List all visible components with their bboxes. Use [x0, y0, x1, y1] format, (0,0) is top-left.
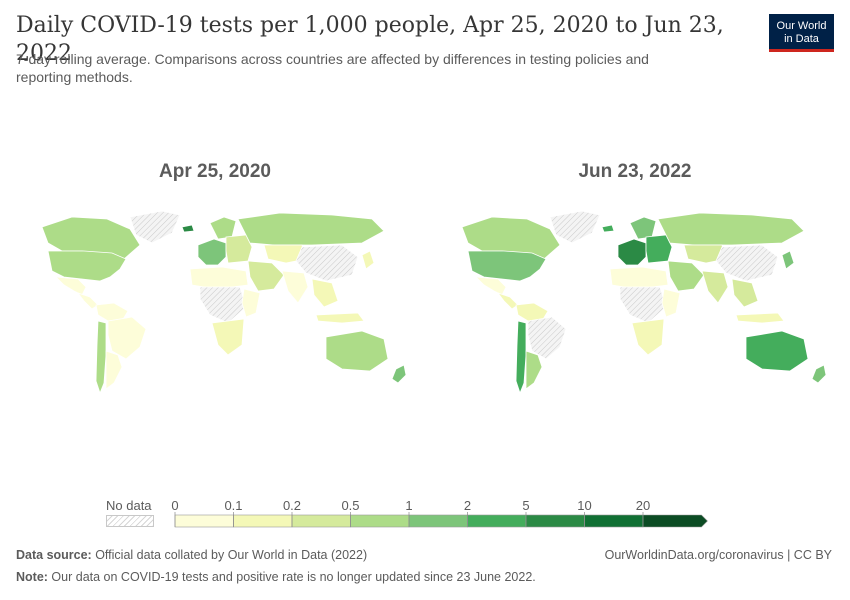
chart-title: Daily COVID-19 tests per 1,000 people, A… [16, 13, 724, 66]
world-map-apr-2020[interactable] [12, 205, 422, 405]
legend-bin-0-0.1 [174, 514, 234, 528]
legend-tick-label: 0 [171, 498, 178, 513]
map-left-title: Apr 25, 2020 [159, 161, 271, 182]
legend-bin-2-5 [467, 514, 527, 528]
legend-bin-1-2 [408, 514, 468, 528]
region-greenland[interactable] [549, 210, 601, 244]
footer-source-text: Official data collated by Our World in D… [91, 548, 368, 562]
region-southeast-asia[interactable] [731, 278, 759, 308]
region-india[interactable] [281, 270, 309, 304]
region-russia[interactable] [237, 212, 385, 246]
footer-source: Data source: Official data collated by O… [16, 548, 367, 562]
region-china[interactable] [715, 244, 779, 282]
legend-tick-label: 5 [522, 498, 529, 513]
region-new-zealand[interactable] [811, 364, 827, 384]
color-legend: 0 0.1 0.2 0.5 1 2 5 10 20 [171, 498, 708, 528]
region-scandinavia[interactable] [629, 216, 657, 240]
world-map-jun-2022[interactable] [432, 205, 842, 405]
logo-line-2: in Data [784, 33, 819, 45]
region-central-africa[interactable] [619, 286, 667, 324]
region-australia[interactable] [745, 330, 809, 372]
region-middle-east[interactable] [667, 260, 705, 292]
region-indonesia[interactable] [735, 312, 785, 324]
legend-tick-label: 2 [464, 498, 471, 513]
legend-tick-label: 0.1 [224, 498, 242, 513]
region-iceland[interactable] [601, 224, 615, 233]
logo-line-1: Our World [776, 20, 827, 32]
region-india[interactable] [701, 270, 729, 304]
region-brazil[interactable] [527, 316, 567, 360]
region-iceland[interactable] [181, 224, 195, 233]
legend-tick-label: 0.5 [341, 498, 359, 513]
region-east-africa[interactable] [661, 288, 681, 318]
region-usa[interactable] [467, 250, 547, 282]
region-europe-west[interactable] [197, 238, 227, 266]
owid-logo[interactable]: Our World in Data [769, 14, 834, 52]
footer-url-link[interactable]: OurWorldinData.org/coronavirus | CC BY [604, 548, 832, 562]
region-north-africa[interactable] [609, 266, 669, 290]
region-mexico[interactable] [54, 276, 87, 296]
legend-bin-0.1-0.2 [233, 514, 293, 528]
legend-tick-label: 0.2 [283, 498, 301, 513]
region-new-zealand[interactable] [391, 364, 407, 384]
region-brazil[interactable] [107, 316, 147, 360]
legend-bin-10-20 [584, 514, 644, 528]
region-central-africa[interactable] [199, 286, 247, 324]
footer-note-label: Note: [16, 570, 48, 584]
region-north-africa[interactable] [189, 266, 249, 290]
region-argentina[interactable] [525, 350, 543, 390]
region-middle-east[interactable] [247, 260, 285, 292]
legend-bin-0.5-1 [350, 514, 410, 528]
legend-no-data-label: No data [106, 498, 152, 513]
region-japan[interactable] [781, 250, 795, 270]
region-argentina[interactable] [105, 350, 123, 390]
legend-bin-20plus [642, 514, 708, 528]
footer-note: Note: Our data on COVID-19 tests and pos… [16, 570, 536, 584]
region-japan[interactable] [361, 250, 375, 270]
region-east-africa[interactable] [241, 288, 261, 318]
region-usa[interactable] [47, 250, 127, 282]
legend-no-data-swatch [106, 515, 154, 527]
region-central-america[interactable] [496, 292, 519, 310]
legend-bin-5-10 [525, 514, 585, 528]
region-chile[interactable] [95, 320, 107, 395]
legend-tick-label: 20 [636, 498, 650, 513]
region-chile[interactable] [515, 320, 527, 395]
region-mexico[interactable] [474, 276, 507, 296]
region-greenland[interactable] [129, 210, 181, 244]
region-russia[interactable] [657, 212, 805, 246]
region-southern-africa[interactable] [211, 318, 245, 356]
region-china[interactable] [295, 244, 359, 282]
footer-source-label: Data source: [16, 548, 92, 562]
region-europe-west[interactable] [617, 238, 647, 266]
region-southern-africa[interactable] [631, 318, 665, 356]
region-central-america[interactable] [76, 292, 99, 310]
chart-subtitle: 7-day rolling average. Comparisons acros… [16, 51, 649, 85]
region-indonesia[interactable] [315, 312, 365, 324]
footer-note-text: Our data on COVID-19 tests and positive … [47, 570, 536, 584]
legend-bin-0.2-0.5 [291, 514, 351, 528]
map-right-title: Jun 23, 2022 [578, 161, 692, 182]
region-australia[interactable] [325, 330, 389, 372]
legend-tick-label: 10 [577, 498, 591, 513]
legend-tick-label: 1 [405, 498, 412, 513]
region-scandinavia[interactable] [209, 216, 237, 240]
region-southeast-asia[interactable] [311, 278, 339, 308]
